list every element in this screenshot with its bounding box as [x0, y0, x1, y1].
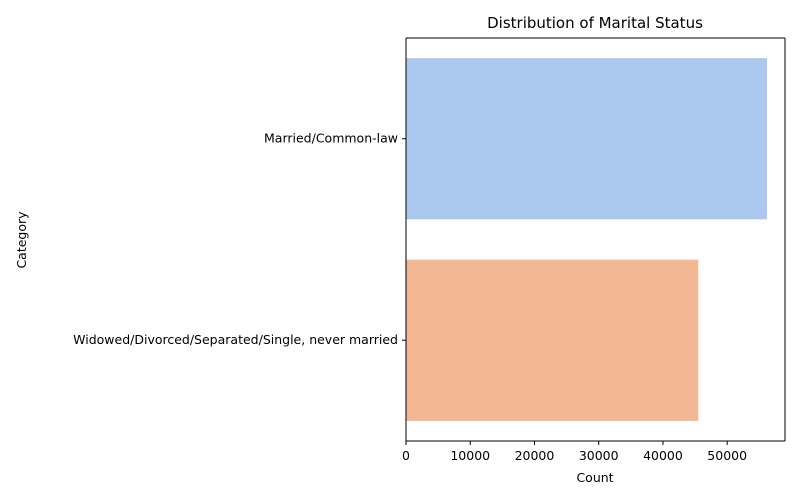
chart-title: Distribution of Marital Status	[487, 14, 703, 32]
bars-group	[406, 58, 768, 421]
axes-group	[405, 37, 786, 442]
x-tick-label-4: 40000	[643, 448, 683, 463]
x-tick-label-3: 30000	[579, 448, 619, 463]
x-tick-label-2: 20000	[515, 448, 555, 463]
y-axis-label: Category	[14, 211, 29, 269]
y-tick-label-1: Widowed/Divorced/Separated/Single, never…	[73, 332, 398, 347]
x-tick-label-5: 50000	[707, 448, 747, 463]
x-tick-label-0: 0	[402, 448, 410, 463]
bar-0	[406, 58, 768, 220]
x-axis-label: Count	[576, 470, 613, 485]
y-tick-label-0: Married/Common-law	[264, 130, 398, 145]
bar-1	[406, 259, 699, 421]
x-ticks-group: 0 10000 20000 30000 40000 50000	[402, 441, 747, 463]
x-tick-label-1: 10000	[450, 448, 490, 463]
y-ticks-group: Married/Common-law Widowed/Divorced/Separ…	[73, 130, 406, 347]
